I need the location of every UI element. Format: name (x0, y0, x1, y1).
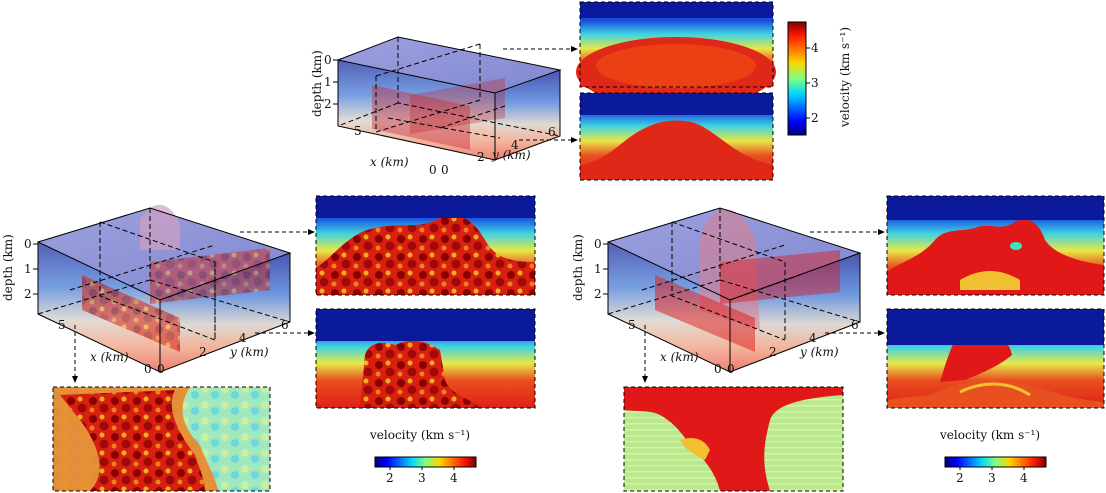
arrows-top (503, 48, 573, 141)
left-depth-tick-0: 0 (24, 237, 32, 251)
right-origin-y: 0 (727, 362, 735, 376)
top-y-tick-4: 4 (511, 138, 519, 152)
right-depth-tick-0: 0 (594, 237, 602, 251)
colorbar-left-label: velocity (km s⁻¹) (370, 428, 471, 442)
arrows-right (644, 231, 880, 378)
left-depth-label: depth (km) (1, 234, 15, 301)
top-y-tick-2: 2 (477, 150, 485, 164)
left-origin-y: 0 (157, 362, 165, 376)
colorbar-main-tick-4: 4 (811, 41, 819, 55)
section-top-2 (579, 92, 774, 181)
left-y-tick-2: 2 (199, 345, 207, 359)
right-y-tick-4: 4 (809, 331, 817, 345)
depth-slice-right (623, 386, 844, 492)
left-x-label: x (km) (90, 350, 129, 364)
section-left-2 (315, 308, 536, 409)
section-left-1 (315, 195, 536, 296)
right-depth-label: depth (km) (571, 234, 585, 301)
left-origin-x: 0 (144, 362, 152, 376)
right-y-label: y (km) (800, 345, 839, 359)
colorbar-main (787, 21, 810, 136)
colorbar-right-label: velocity (km s⁻¹) (940, 428, 1041, 442)
arrows-left (74, 231, 310, 378)
top-origin-y: 0 (441, 163, 449, 177)
top-x-tick-5: 5 (354, 124, 362, 138)
colorbar-left (374, 456, 477, 470)
left-depth-tick-2: 2 (24, 287, 32, 301)
right-y-tick-2: 2 (769, 345, 777, 359)
left-x-tick-5: 5 (58, 318, 66, 332)
colorbar-main-label: velocity (km s⁻¹) (838, 26, 852, 128)
colorbar-right-tick-4: 4 (1020, 471, 1028, 485)
colorbar-main-tick-2: 2 (811, 111, 819, 125)
section-right-1 (886, 195, 1105, 296)
section-right-2 (886, 308, 1105, 409)
top-depth-tick-1: 1 (324, 75, 332, 89)
left-depth-tick-1: 1 (24, 262, 32, 276)
colorbar-main-tick-3: 3 (811, 76, 819, 90)
top-y-label: y (km) (492, 148, 531, 162)
colorbar-right (944, 456, 1047, 470)
left-y-tick-4: 4 (239, 331, 247, 345)
cube-top (333, 36, 562, 161)
right-x-label: x (km) (660, 350, 699, 364)
section-top-1 (576, 1, 776, 107)
left-y-label: y (km) (230, 345, 269, 359)
colorbar-left-tick-2: 2 (386, 471, 394, 485)
right-y-tick-6: 6 (851, 318, 859, 332)
depth-slice-left (52, 386, 271, 492)
right-depth-tick-1: 1 (594, 262, 602, 276)
left-y-tick-6: 6 (281, 318, 289, 332)
right-depth-tick-2: 2 (594, 287, 602, 301)
top-depth-tick-0: 0 (324, 53, 332, 67)
top-y-tick-6: 6 (548, 125, 556, 139)
colorbar-left-tick-3: 3 (418, 471, 426, 485)
top-x-label: x (km) (370, 155, 409, 169)
top-depth-tick-2: 2 (324, 97, 332, 111)
cube-left (33, 204, 292, 373)
cube-right (603, 207, 862, 373)
right-origin-x: 0 (714, 362, 722, 376)
top-origin-x: 0 (429, 163, 437, 177)
colorbar-left-tick-4: 4 (450, 471, 458, 485)
top-depth-label: depth (km) (310, 50, 324, 117)
right-x-tick-5: 5 (628, 318, 636, 332)
colorbar-right-tick-2: 2 (956, 471, 964, 485)
colorbar-right-tick-3: 3 (988, 471, 996, 485)
